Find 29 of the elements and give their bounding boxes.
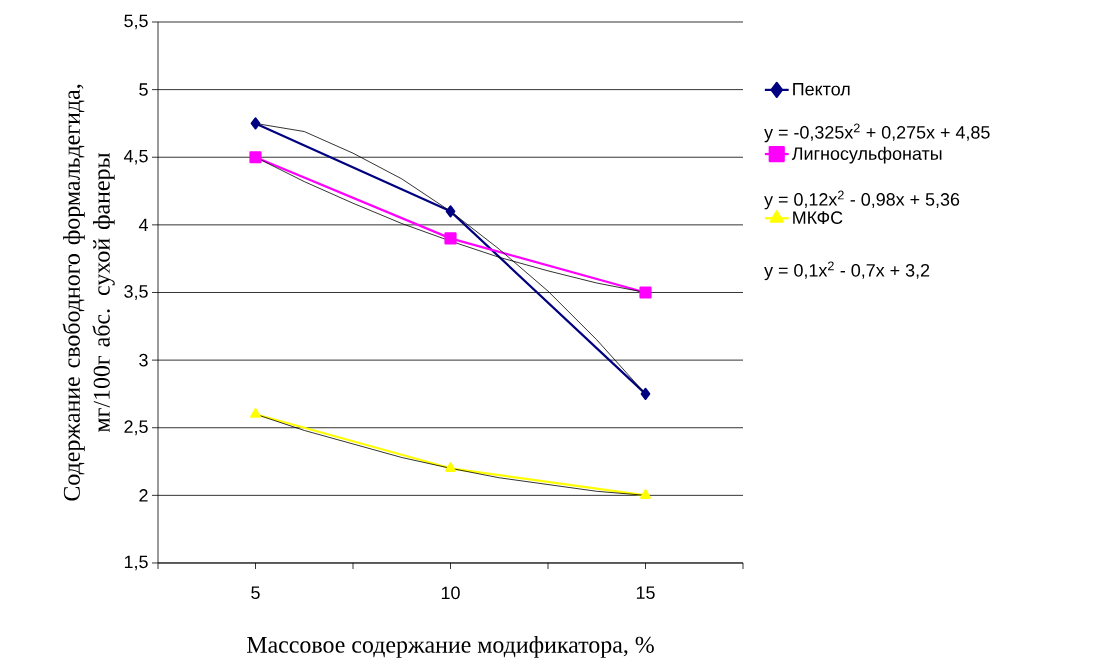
y-tick-label: 3 <box>139 353 148 367</box>
point <box>250 117 261 130</box>
point <box>640 489 651 499</box>
y-tick-label: 5 <box>139 83 148 96</box>
y-tick-label: 3,5 <box>124 285 148 300</box>
point <box>445 205 456 218</box>
point <box>640 387 651 401</box>
legend-label: Лигносульфонаты <box>791 146 942 164</box>
text: y = 0,1x$^{2}$ - 0,7x + 3,2 <box>764 261 930 281</box>
y-tick-label: 5,5 <box>124 14 148 30</box>
text: y = 0,12x$^{2}$ - 0,98x + 5,36 <box>764 190 960 210</box>
point <box>444 232 457 245</box>
y-tick-label: 4,5 <box>123 149 148 165</box>
y-tick-label: 4 <box>138 218 148 232</box>
y-tick-label: 1,5 <box>124 555 148 571</box>
text: y = -0,325x$^{2}$ + 0,275x + 4,85 <box>764 123 990 143</box>
legend-label: МКФС <box>793 211 843 224</box>
x-tick-label: 10 <box>441 586 460 600</box>
legend-label: Пектол <box>793 82 850 96</box>
x-tick-label: 15 <box>636 586 655 600</box>
point <box>445 462 456 472</box>
point <box>250 408 261 418</box>
x-tick-label: 5 <box>251 586 260 600</box>
y-tick-label: 2,5 <box>124 420 148 436</box>
y-tick-label: 2 <box>139 489 148 502</box>
y-axis-title: Содержание свободного формальдегида, мг/100г абс. сухой фанеры <box>62 84 115 501</box>
x-axis-title: Массовое содержание модификатора, % <box>247 636 654 658</box>
point <box>639 286 652 299</box>
point <box>249 151 262 164</box>
